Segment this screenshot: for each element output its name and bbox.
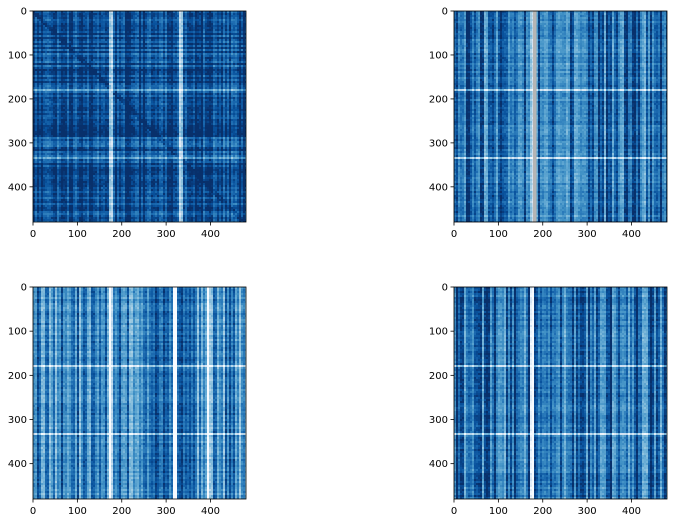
y-tick-label: 400 [8, 182, 27, 193]
y-tick-label: 200 [8, 371, 27, 382]
y-tick-label: 100 [8, 50, 27, 61]
y-tick-label: 100 [8, 327, 27, 338]
heatmap-subplot-4: 0 100 200 300 400 0 100 200 300 400 [429, 283, 667, 518]
heatmap-subplot-1: 0 100 200 300 400 0 100 200 300 400 [8, 7, 246, 241]
x-tick-label: 300 [578, 229, 597, 240]
x-tick-label: 0 [451, 229, 457, 240]
heatmap-cells [33, 287, 246, 499]
x-tick-label: 400 [622, 506, 641, 517]
heatmap-cells [454, 11, 667, 222]
x-tick-label: 300 [157, 506, 176, 517]
heatmap-cells [33, 11, 246, 222]
gray-band [533, 11, 537, 222]
y-tick-label: 0 [442, 7, 448, 18]
heatmap-subplot-3: 0 100 200 300 400 0 100 200 300 400 [8, 283, 246, 518]
y-tick-label: 400 [429, 182, 448, 193]
x-tick-label: 200 [533, 506, 552, 517]
x-tick-label: 0 [451, 506, 457, 517]
y-tick-label: 300 [429, 415, 448, 426]
heatmap-subplot-2: 0 100 200 300 400 0 100 200 300 400 [429, 7, 667, 241]
x-tick-label: 400 [201, 229, 220, 240]
y-tick-label: 0 [21, 7, 27, 18]
y-tick-label: 100 [429, 50, 448, 61]
y-tick-label: 100 [429, 327, 448, 338]
x-tick-label: 0 [30, 229, 36, 240]
x-tick-label: 200 [533, 229, 552, 240]
x-tick-label: 100 [489, 506, 508, 517]
x-tick-label: 400 [201, 506, 220, 517]
y-tick-label: 300 [8, 415, 27, 426]
y-tick-label: 300 [429, 138, 448, 149]
y-tick-label: 400 [8, 459, 27, 470]
y-tick-label: 0 [442, 283, 448, 294]
y-tick-label: 200 [429, 371, 448, 382]
y-tick-label: 200 [429, 94, 448, 105]
heatmap-cells [454, 287, 667, 499]
x-tick-label: 0 [30, 506, 36, 517]
x-tick-label: 300 [157, 229, 176, 240]
y-tick-label: 200 [8, 94, 27, 105]
x-tick-label: 100 [68, 229, 87, 240]
x-tick-label: 400 [622, 229, 641, 240]
x-tick-label: 300 [578, 506, 597, 517]
x-tick-label: 100 [489, 229, 508, 240]
x-tick-label: 200 [112, 506, 131, 517]
y-tick-label: 300 [8, 138, 27, 149]
y-tick-label: 0 [21, 283, 27, 294]
x-tick-label: 200 [112, 229, 131, 240]
y-tick-label: 400 [429, 459, 448, 470]
x-tick-label: 100 [68, 506, 87, 517]
